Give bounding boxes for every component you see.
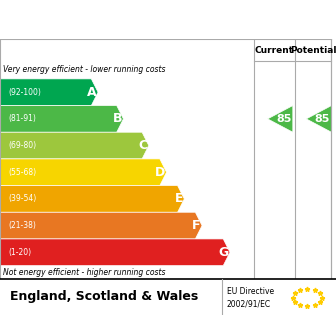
Text: D: D [155,166,165,179]
Text: C: C [138,139,148,152]
Text: Not energy efficient - higher running costs: Not energy efficient - higher running co… [3,268,166,277]
Text: G: G [218,246,228,259]
Text: Very energy efficient - lower running costs: Very energy efficient - lower running co… [3,66,166,74]
Polygon shape [0,132,149,159]
Text: Potential: Potential [290,46,336,54]
Polygon shape [0,186,184,212]
Text: B: B [113,112,122,125]
Text: (69-80): (69-80) [8,141,37,150]
Polygon shape [0,239,230,266]
Text: 85: 85 [314,114,330,124]
Text: England, Scotland & Wales: England, Scotland & Wales [10,290,198,303]
Text: 85: 85 [276,114,291,124]
Polygon shape [0,79,98,106]
Text: (55-68): (55-68) [8,168,37,177]
Text: 2002/91/EC: 2002/91/EC [227,300,271,309]
Text: (92-100): (92-100) [8,88,41,97]
Text: (21-38): (21-38) [8,221,36,230]
Text: (39-54): (39-54) [8,194,37,203]
Text: EU Directive: EU Directive [227,287,274,296]
Polygon shape [0,212,202,239]
Polygon shape [306,106,331,132]
Text: E: E [174,192,183,205]
Text: A: A [87,86,97,99]
Text: F: F [192,219,201,232]
Polygon shape [267,106,293,132]
Polygon shape [0,159,167,186]
Text: Current: Current [255,46,294,54]
Polygon shape [0,106,123,132]
Text: Energy Efficiency Rating: Energy Efficiency Rating [53,11,283,29]
Text: (1-20): (1-20) [8,248,32,257]
Text: (81-91): (81-91) [8,114,36,123]
